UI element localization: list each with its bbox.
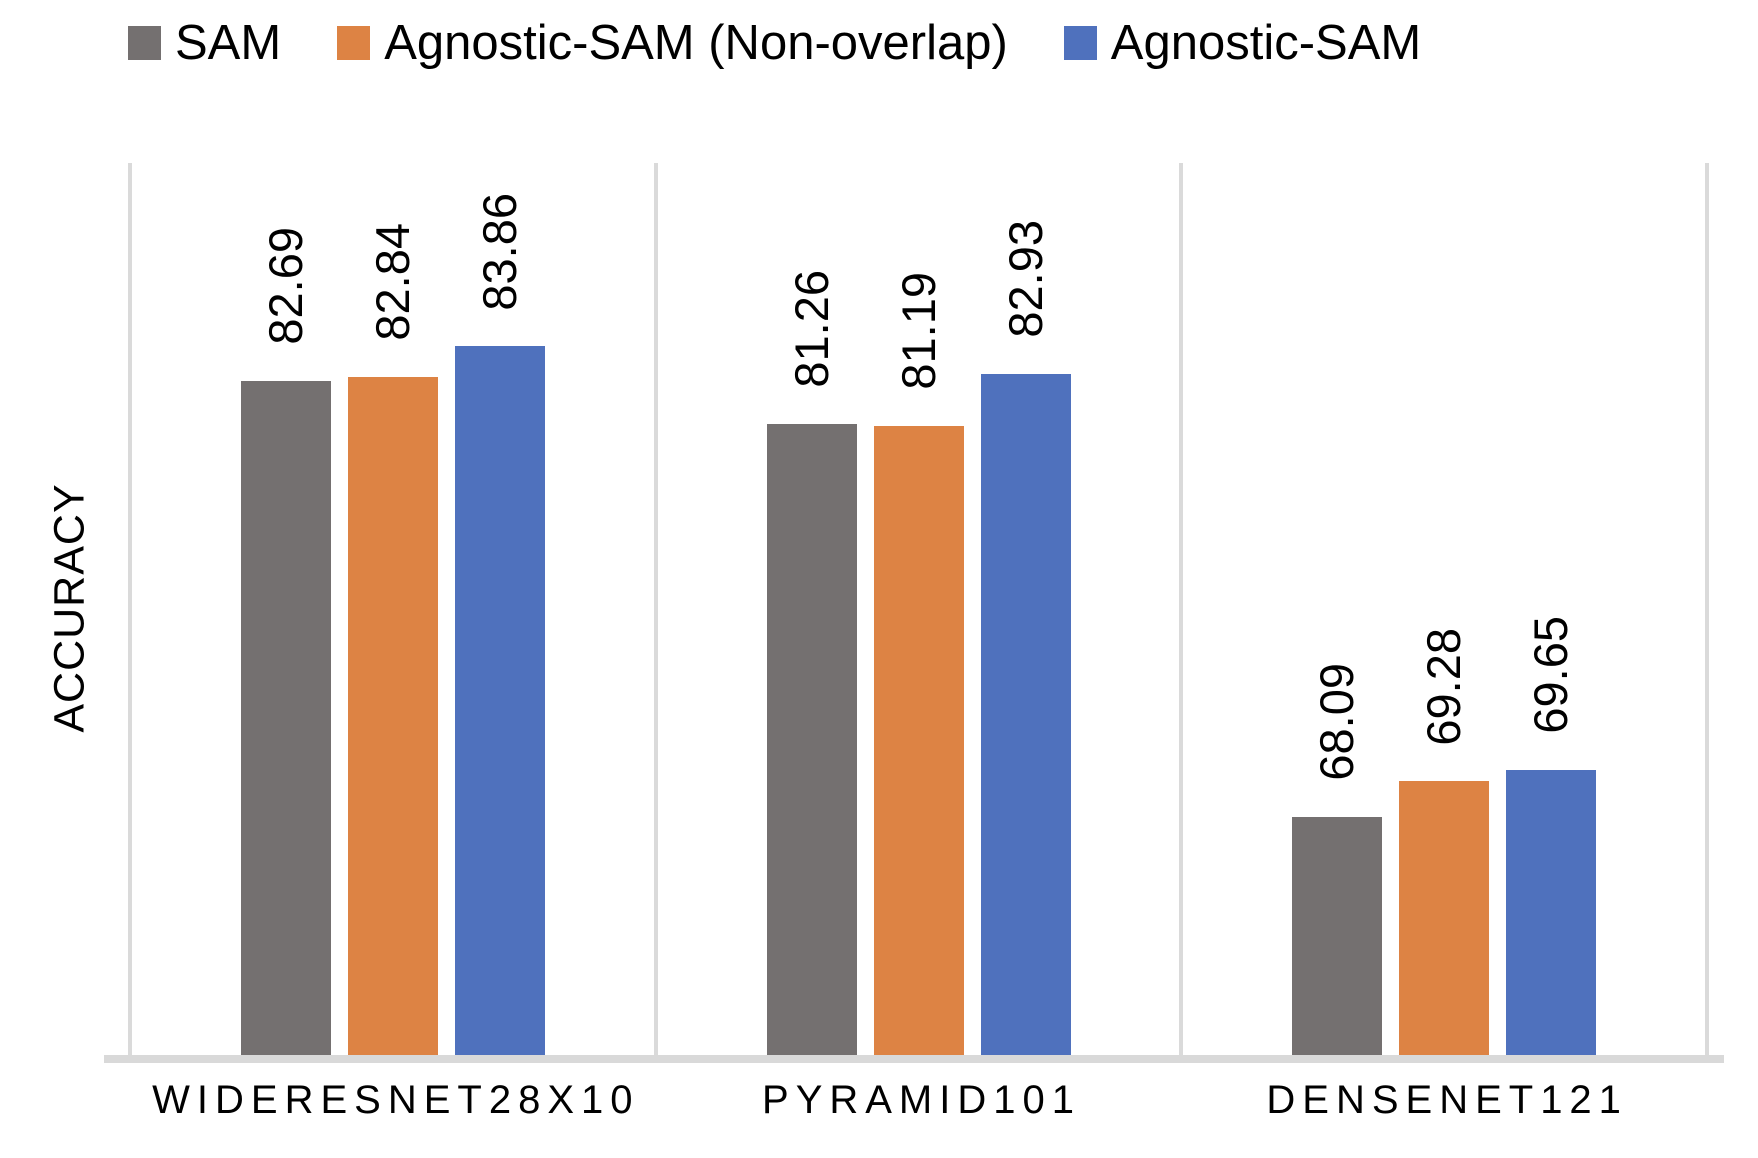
legend-swatch-icon [337, 26, 371, 60]
category-label-pyramid101: PYRAMID101 [762, 1078, 1081, 1122]
x-axis-line [104, 1055, 1724, 1063]
category-separator-line [1179, 163, 1184, 1058]
bar-wideresnet28x10-agnostic-sam-non-overlap- [347, 376, 438, 1058]
bar-wideresnet28x10-agnostic-sam [454, 346, 545, 1058]
legend-item-0: SAM [128, 15, 282, 70]
bar-densenet121-sam [1292, 816, 1383, 1058]
bar-value-label: 81.19 [891, 272, 945, 390]
legend-swatch-icon [1063, 26, 1097, 60]
bar-wideresnet28x10-sam [240, 381, 331, 1058]
bar-pyramid101-sam [766, 423, 857, 1058]
bar-value-label: 69.28 [1417, 627, 1471, 746]
bar-value-label: 81.26 [784, 270, 838, 388]
plot-area: 82.69 82.84 83.86 81.26 81.19 82.93 68.09 69.28… [128, 163, 1709, 1058]
plot-right-border [1705, 163, 1709, 1058]
bar-value-label: 68.09 [1310, 663, 1364, 781]
category-label-wideresnet28x10: WIDERESNET28X10 [152, 1078, 640, 1122]
y-axis-line [128, 163, 132, 1058]
bar-pyramid101-agnostic-sam-non-overlap- [873, 425, 964, 1058]
x-axis-category-labels: WIDERESNET28X10 PYRAMID101 DENSENET121 [130, 1078, 1707, 1148]
legend-label: Agnostic-SAM (Non-overlap) [384, 15, 1008, 70]
bar-densenet121-agnostic-sam-non-overlap- [1399, 781, 1490, 1058]
legend-swatch-icon [128, 26, 161, 60]
legend-item-2: Agnostic-SAM [1063, 15, 1422, 70]
bar-value-label: 69.65 [1524, 616, 1578, 735]
legend-item-1: Agnostic-SAM (Non-overlap) [337, 15, 1008, 70]
bar-value-label: 83.86 [472, 192, 526, 311]
category-label-densenet121: DENSENET121 [1266, 1078, 1628, 1122]
y-axis-title: ACCURACY [45, 483, 94, 733]
bar-pyramid101-agnostic-sam [980, 373, 1071, 1058]
legend-label: Agnostic-SAM [1110, 15, 1422, 70]
chart-legend: SAM Agnostic-SAM (Non-overlap) Agnostic-SA… [128, 12, 1421, 74]
bar-value-label: 82.84 [365, 222, 419, 341]
bar-densenet121-agnostic-sam [1506, 770, 1597, 1058]
bar-value-label: 82.69 [258, 227, 312, 346]
legend-label: SAM [175, 15, 282, 70]
bar-value-label: 82.93 [998, 220, 1052, 338]
category-separator-line [653, 163, 658, 1058]
